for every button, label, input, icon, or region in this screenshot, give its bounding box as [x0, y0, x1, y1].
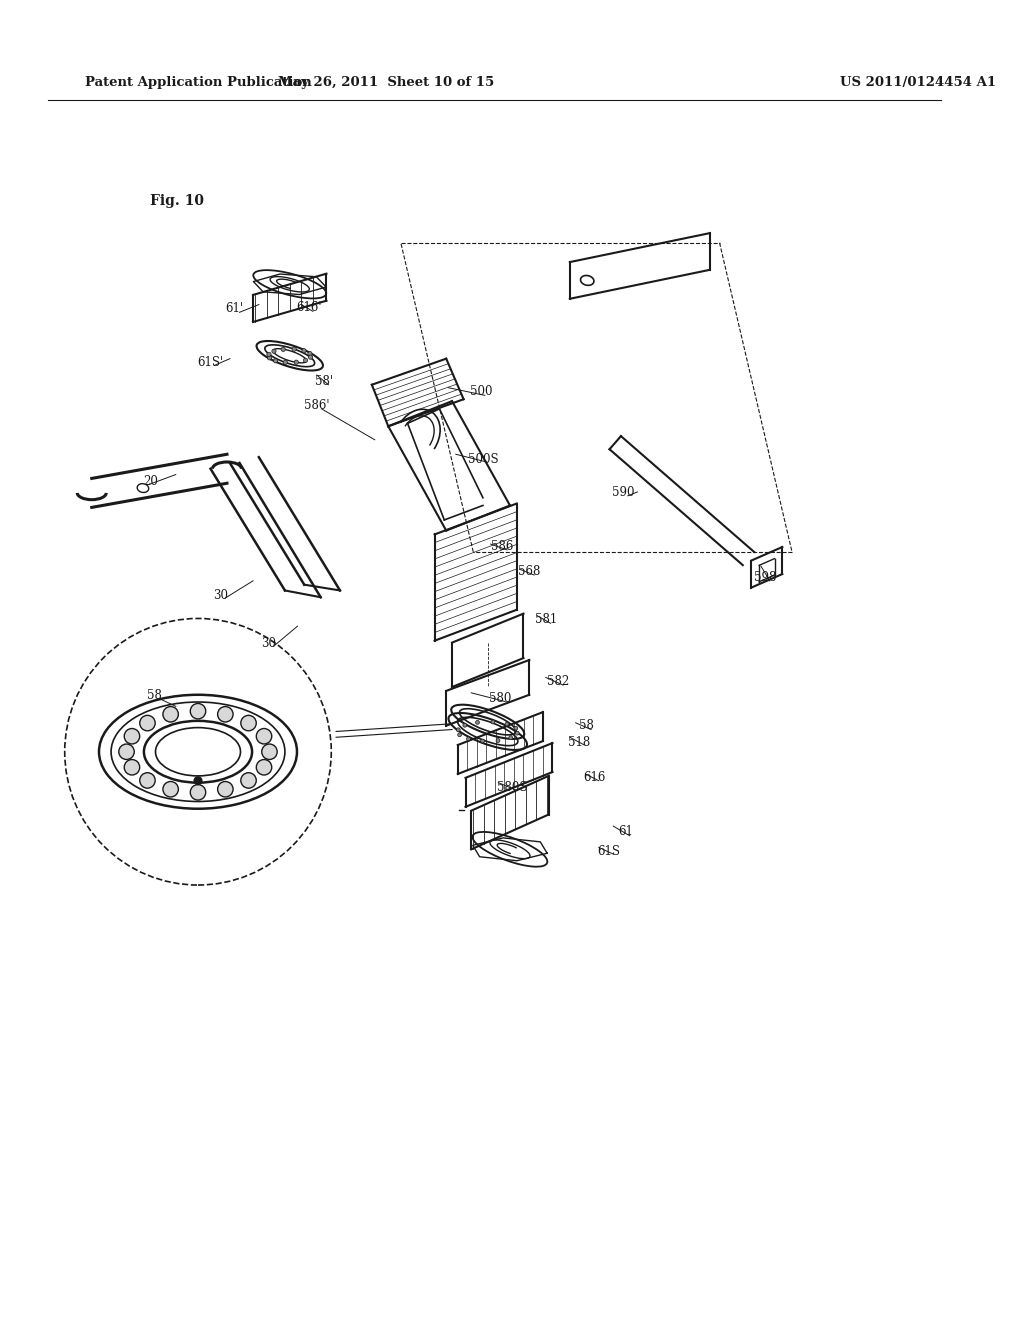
Circle shape [218, 706, 233, 722]
Text: 518: 518 [568, 735, 591, 748]
Circle shape [496, 739, 500, 742]
Text: 500: 500 [470, 385, 493, 399]
Text: 616: 616 [583, 771, 605, 784]
Circle shape [124, 729, 139, 744]
Text: May 26, 2011  Sheet 10 of 15: May 26, 2011 Sheet 10 of 15 [279, 77, 495, 88]
Text: 61': 61' [225, 302, 244, 315]
Circle shape [267, 355, 271, 360]
Circle shape [273, 359, 278, 363]
Text: 61S: 61S [597, 845, 620, 858]
Text: 580: 580 [489, 692, 512, 705]
Circle shape [308, 351, 312, 356]
Text: 580S: 580S [497, 781, 527, 795]
Circle shape [303, 358, 307, 363]
Circle shape [190, 784, 206, 800]
Circle shape [509, 735, 513, 739]
Text: 568: 568 [518, 565, 541, 578]
Text: 30: 30 [261, 638, 276, 649]
Circle shape [241, 772, 256, 788]
Circle shape [467, 737, 470, 741]
Circle shape [514, 726, 518, 730]
Text: 20: 20 [143, 475, 158, 488]
Circle shape [256, 729, 271, 744]
Circle shape [463, 723, 467, 727]
Text: 61: 61 [618, 825, 633, 838]
Circle shape [294, 360, 298, 364]
Circle shape [281, 347, 286, 351]
Circle shape [195, 777, 202, 784]
Circle shape [139, 772, 156, 788]
Circle shape [271, 348, 276, 354]
Circle shape [475, 721, 479, 725]
Text: 30: 30 [213, 589, 227, 602]
Circle shape [457, 727, 460, 731]
Circle shape [308, 355, 312, 359]
Circle shape [302, 348, 306, 352]
Text: 616': 616' [296, 301, 322, 314]
Circle shape [262, 744, 278, 759]
Circle shape [124, 759, 139, 775]
Circle shape [284, 360, 288, 364]
Circle shape [163, 706, 178, 722]
Text: 58: 58 [579, 719, 594, 733]
Circle shape [241, 715, 256, 731]
Circle shape [139, 715, 156, 731]
Circle shape [480, 739, 484, 743]
Text: US 2011/0124454 A1: US 2011/0124454 A1 [841, 77, 996, 88]
Circle shape [267, 352, 271, 356]
Circle shape [119, 744, 134, 759]
Text: Fig. 10: Fig. 10 [150, 194, 204, 209]
Text: Patent Application Publication: Patent Application Publication [85, 77, 311, 88]
Text: 586: 586 [492, 540, 513, 553]
Circle shape [505, 722, 509, 726]
Text: 586': 586' [304, 399, 330, 412]
Circle shape [458, 733, 462, 737]
Circle shape [163, 781, 178, 797]
Circle shape [190, 704, 206, 719]
Text: 590: 590 [611, 486, 634, 499]
Circle shape [492, 719, 495, 723]
Text: 58: 58 [147, 689, 162, 702]
Text: 500S: 500S [468, 453, 499, 466]
Text: 582: 582 [547, 675, 569, 688]
Text: 61S': 61S' [198, 356, 223, 370]
Text: 58': 58' [314, 375, 333, 388]
Circle shape [218, 781, 233, 797]
Circle shape [292, 347, 296, 351]
Text: 581: 581 [535, 612, 557, 626]
Circle shape [256, 759, 271, 775]
Text: 598: 598 [754, 572, 776, 585]
Circle shape [515, 731, 519, 735]
